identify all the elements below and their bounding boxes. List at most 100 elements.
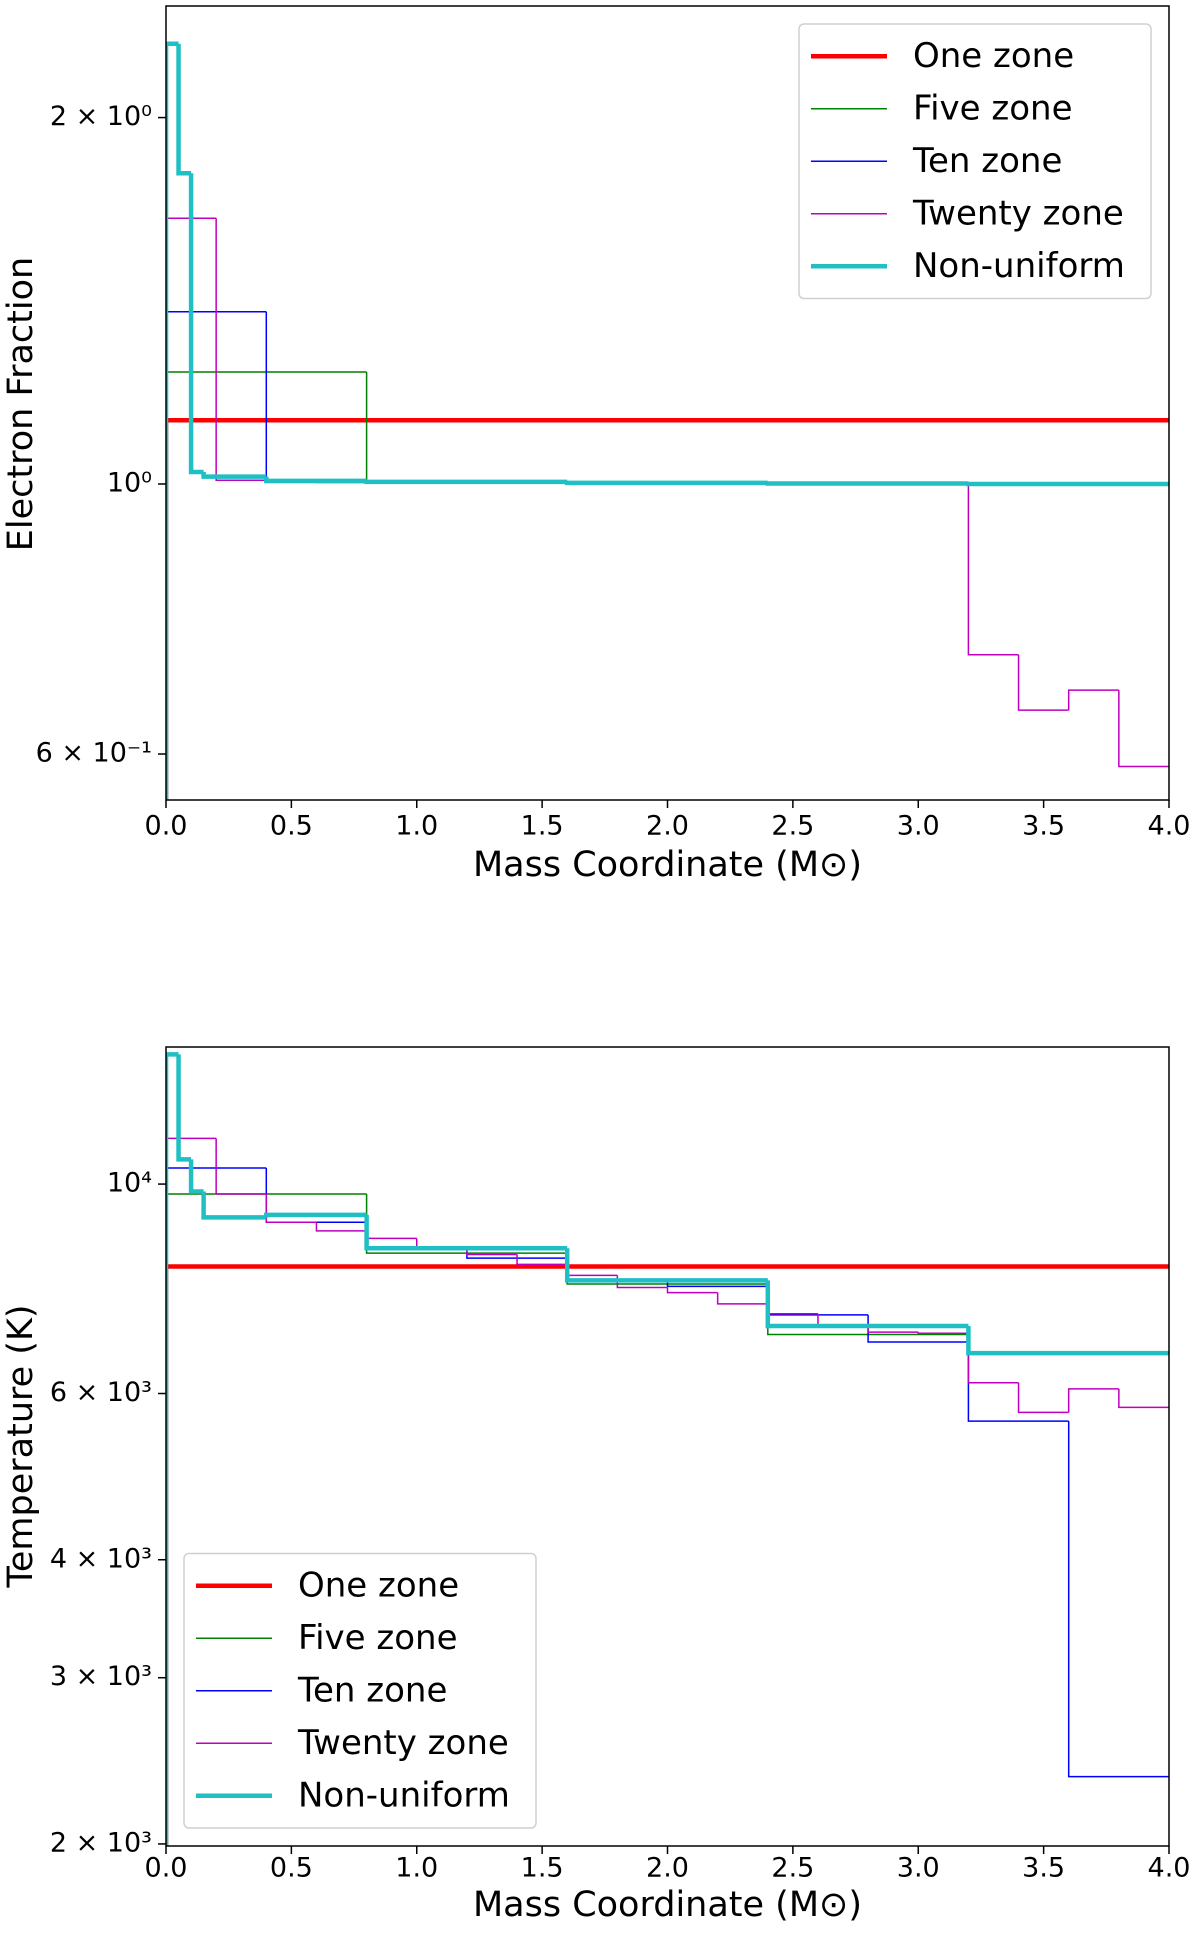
legend-box [798, 23, 1152, 300]
step-segment [666, 1287, 718, 1294]
x-tick-label: 1.5 [521, 811, 564, 842]
step-segment [166, 311, 267, 800]
step-segment [364, 479, 568, 485]
legend-label: Non-uniform [913, 246, 1125, 286]
step-segment [166, 371, 367, 800]
step-segment [315, 1222, 367, 1232]
step-segment [1067, 689, 1119, 711]
legend-label: Non-uniform [298, 1775, 510, 1815]
step-segment [1118, 690, 1169, 768]
step-segment [967, 483, 1019, 656]
legend-label: One zone [913, 36, 1074, 76]
step-segment [765, 1280, 969, 1329]
step-segment [966, 1325, 1169, 1356]
step-segment [265, 1193, 317, 1224]
step-segment [188, 173, 204, 475]
x-tick-label: 0.0 [145, 1853, 188, 1884]
x-tick-label: 0.0 [145, 811, 188, 842]
step-segment [564, 1248, 768, 1283]
legend-box [183, 1552, 537, 1829]
legend-label: Five zone [298, 1618, 458, 1658]
step-segment [166, 1264, 1169, 1846]
step-segment [966, 481, 1169, 487]
y-tick-label: 4 × 10³ [50, 1543, 152, 1574]
step-segment [1067, 1421, 1169, 1778]
x-tick-label: 2.0 [646, 1853, 689, 1884]
y-tick-label: 6 × 10³ [50, 1377, 152, 1408]
legend: One zone Five zone Ten zone Twenty zone Non-… [798, 23, 1152, 300]
step-segment [166, 1052, 179, 1846]
x-axis-label: Mass Coordinate (M⊙) [473, 1885, 862, 1925]
step-segment [967, 1334, 1169, 1354]
step-segment [188, 1159, 204, 1194]
y-tick-label: 6 × 10⁻¹ [36, 738, 152, 769]
step-segment [201, 471, 267, 479]
plot: 0.0 0.5 1.0 1.5 2.0 2.5 3.0 3.5 4.0 2 × 10⁰ 10⁰ 6 ×… [1, 5, 1191, 885]
series-layer [166, 41, 1169, 800]
step-segment [767, 1286, 869, 1316]
step-segment [364, 1214, 568, 1251]
step-segment [264, 1212, 367, 1218]
y-tick-label: 2 × 10³ [50, 1827, 152, 1858]
step-segment [765, 481, 969, 486]
step-segment [516, 1254, 568, 1266]
legend-label: Ten zone [297, 1670, 447, 1710]
x-tick-label: 1.0 [395, 1853, 438, 1884]
step-segment [867, 1314, 969, 1343]
step-segment [365, 1230, 417, 1240]
step-segment [215, 1138, 267, 1195]
step-segment [917, 1332, 969, 1334]
x-tick-label: 3.5 [1022, 811, 1065, 842]
step-segment [166, 41, 179, 800]
x-tick-label: 0.5 [270, 1853, 313, 1884]
step-segment [166, 1167, 267, 1846]
x-tick-label: 4.0 [1148, 811, 1191, 842]
x-tick-label: 3.5 [1022, 1853, 1065, 1884]
step-segment [564, 480, 768, 486]
x-tick-label: 2.0 [646, 811, 689, 842]
y-tick-label: 3 × 10³ [50, 1661, 152, 1692]
legend: One zone Five zone Ten zone Twenty zone Non-… [183, 1552, 537, 1829]
legend-label: One zone [298, 1565, 459, 1605]
step-segment [365, 371, 568, 483]
legend-label: Twenty zone [297, 1723, 509, 1763]
x-tick-label: 0.5 [270, 811, 313, 842]
step-segment [365, 1193, 568, 1254]
step-segment [264, 476, 367, 484]
step-segment [1017, 1382, 1069, 1414]
step-segment [1067, 1388, 1119, 1413]
x-tick-label: 3.0 [897, 811, 940, 842]
plot: 0.0 0.5 1.0 1.5 2.0 2.5 3.0 3.5 4.0 10⁴ 6 × 10³ 4 ×… [1, 1046, 1191, 1925]
x-tick-label: 4.0 [1148, 1853, 1191, 1884]
step-segment [1017, 654, 1069, 711]
step-segment [1118, 1388, 1169, 1409]
y-tick-label: 2 × 10⁰ [50, 101, 152, 132]
axes-frame [165, 1046, 1170, 1847]
x-tick-label: 1.0 [395, 811, 438, 842]
step-segment [166, 418, 1169, 800]
y-tick-label: 10⁴ [107, 1168, 152, 1199]
step-segment [166, 1193, 367, 1846]
step-segment [967, 1333, 1019, 1384]
step-segment [767, 1303, 818, 1315]
x-tick-label: 2.5 [771, 1853, 814, 1884]
legend-label: Five zone [913, 88, 1073, 128]
legend-label: Twenty zone [912, 193, 1124, 233]
step-segment [265, 311, 367, 484]
x-tick-label: 2.5 [771, 811, 814, 842]
y-axis-label: Electron Fraction [1, 257, 41, 551]
step-segment [176, 1054, 192, 1162]
y-tick-label: 10⁰ [107, 467, 152, 498]
legend-label: Ten zone [912, 141, 1062, 181]
step-segment [201, 1191, 267, 1220]
step-segment [166, 217, 217, 800]
step-segment [176, 43, 192, 176]
y-axis-label: Temperature (K) [1, 1304, 41, 1588]
series-layer [166, 1052, 1169, 1846]
x-tick-label: 3.0 [897, 1853, 940, 1884]
x-tick-label: 1.5 [521, 1853, 564, 1884]
axes-frame [165, 5, 1170, 801]
step-segment [215, 218, 267, 482]
step-segment [716, 1292, 768, 1305]
